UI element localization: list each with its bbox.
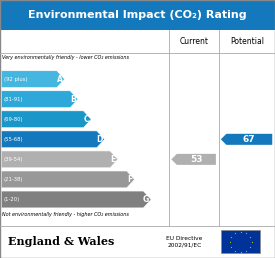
Text: (55-68): (55-68) (4, 137, 23, 142)
Polygon shape (1, 171, 134, 188)
Text: (92 plus): (92 plus) (4, 77, 27, 82)
Bar (0, 30, 275, 53)
Text: (1-20): (1-20) (4, 197, 20, 202)
Polygon shape (221, 134, 272, 145)
Text: 53: 53 (190, 155, 203, 164)
Polygon shape (1, 111, 91, 128)
Text: Potential: Potential (230, 37, 264, 46)
Text: EU Directive
2002/91/EC: EU Directive 2002/91/EC (166, 236, 202, 248)
Text: Environmental Impact (CO₂) Rating: Environmental Impact (CO₂) Rating (28, 10, 247, 20)
Text: (69-80): (69-80) (4, 117, 23, 122)
Text: D: D (96, 135, 103, 144)
Bar (0, 0, 275, 30)
Polygon shape (1, 71, 65, 87)
Text: C: C (83, 115, 89, 124)
Polygon shape (1, 91, 78, 108)
Polygon shape (1, 131, 104, 148)
Polygon shape (1, 151, 118, 168)
Text: F: F (127, 175, 132, 184)
Text: (81-91): (81-91) (4, 97, 23, 102)
Text: A: A (57, 75, 62, 84)
Text: Current: Current (179, 37, 208, 46)
Text: E: E (110, 155, 116, 164)
Text: 67: 67 (243, 135, 255, 144)
Polygon shape (171, 154, 216, 165)
Text: (21-38): (21-38) (4, 177, 23, 182)
Text: G: G (143, 195, 149, 204)
Bar (0, 226, 275, 258)
Polygon shape (1, 191, 151, 208)
Text: Not environmentally friendly - higher CO₂ emissions: Not environmentally friendly - higher CO… (2, 212, 129, 216)
Text: England & Wales: England & Wales (8, 236, 115, 247)
Text: B: B (70, 95, 76, 104)
Bar (221, 230, 260, 253)
Text: (39-54): (39-54) (4, 157, 23, 162)
Text: Very environmentally friendly - lower CO₂ emissions: Very environmentally friendly - lower CO… (2, 55, 129, 60)
